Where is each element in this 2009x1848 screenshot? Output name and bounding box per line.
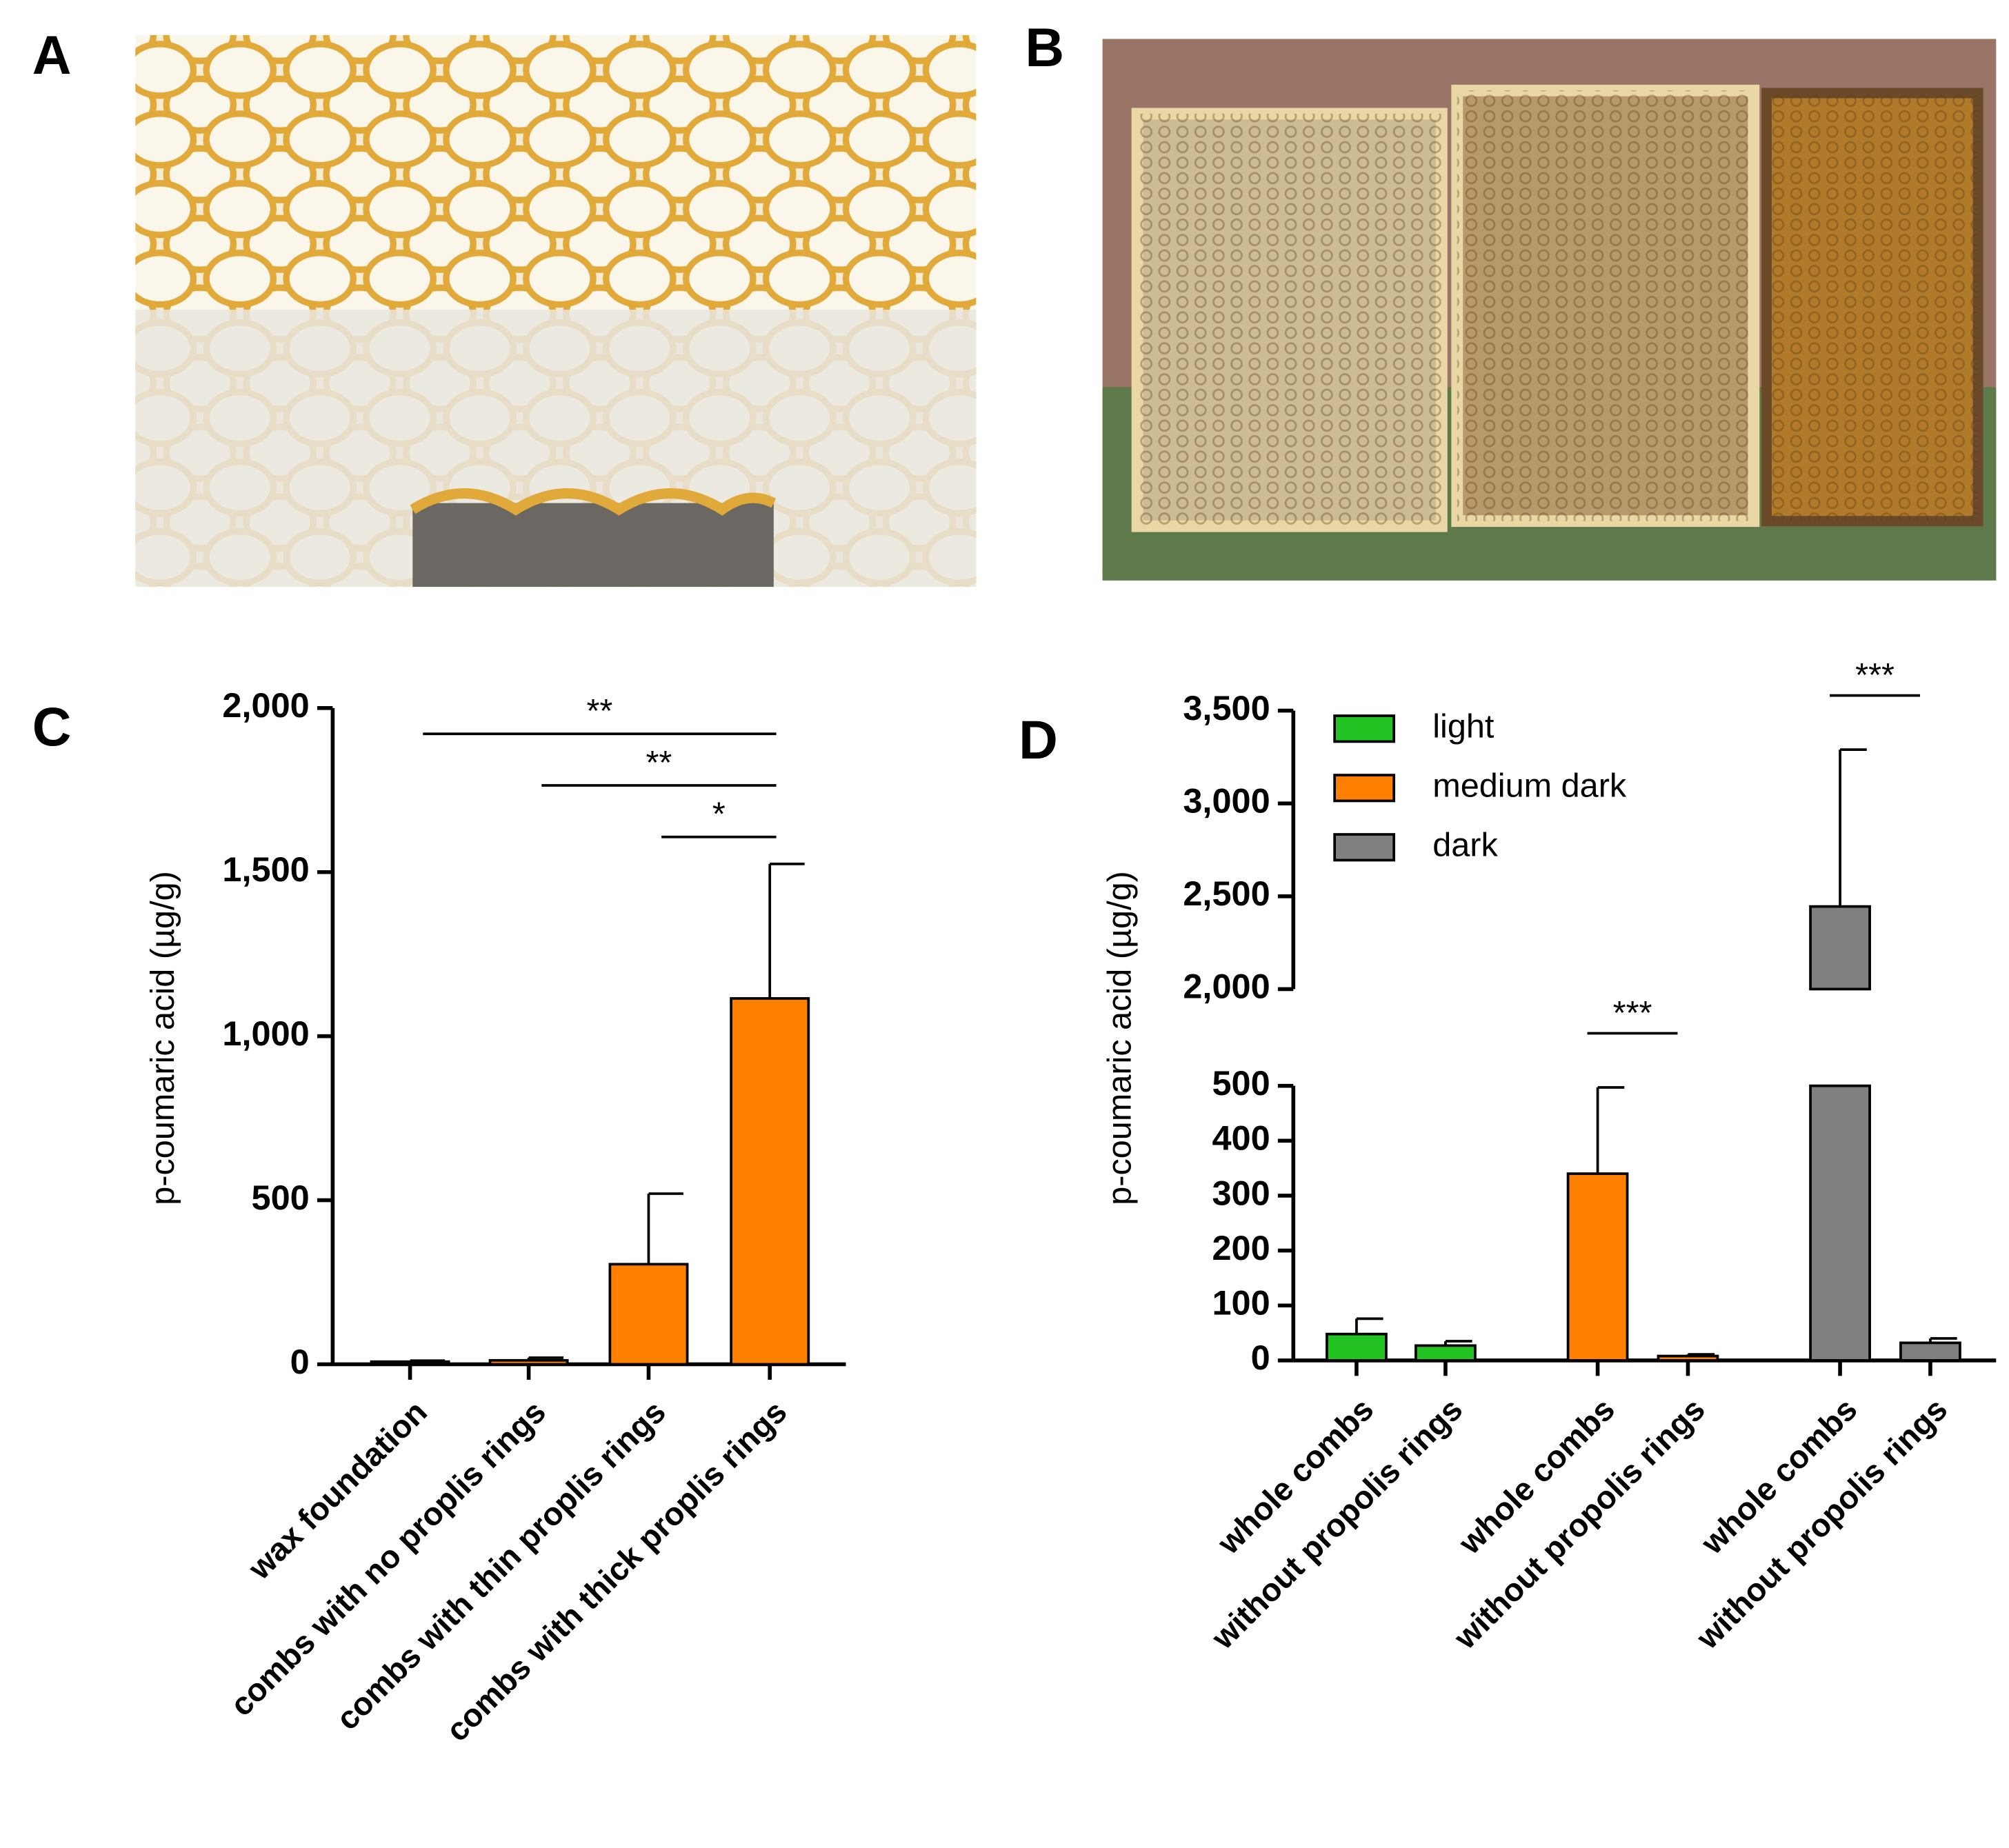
panel-label: A	[32, 25, 72, 86]
panel-label: C	[32, 696, 72, 757]
y-tick-label: 500	[252, 1178, 310, 1217]
panel-label: B	[1025, 17, 1064, 78]
y-tick-label: 500	[1212, 1063, 1270, 1103]
legend-swatch	[1333, 714, 1396, 743]
bar	[608, 1263, 689, 1366]
y-tick-label: 1,000	[222, 1014, 309, 1053]
frame-light-cells	[1137, 113, 1442, 527]
bar	[1415, 1344, 1477, 1362]
photo-a	[135, 34, 977, 587]
legend-swatch	[1333, 774, 1396, 803]
y-tick-label: 300	[1212, 1173, 1270, 1212]
y-tick-label: 100	[1212, 1283, 1270, 1323]
significance-label: **	[586, 692, 612, 730]
x-tick-label: whole combs	[1210, 1391, 1381, 1561]
legend-label: medium dark	[1432, 767, 1627, 805]
legend-label: dark	[1432, 827, 1498, 864]
y-tick-label: 0	[290, 1342, 310, 1381]
y-tick-label: 2,000	[1183, 967, 1270, 1006]
bar	[1809, 905, 1871, 991]
bar	[730, 997, 810, 1366]
legend-swatch	[1333, 833, 1396, 862]
significance-label: **	[646, 744, 672, 781]
bar	[1566, 1172, 1629, 1362]
photo-b	[1102, 39, 1997, 581]
shadow	[412, 503, 774, 587]
frame-medium-cells	[1457, 90, 1754, 521]
y-axis-label: p-coumaric acid (µg/g)	[1101, 871, 1138, 1205]
panel-label: D	[1019, 710, 1058, 770]
significance-label: ***	[1855, 656, 1895, 694]
bar	[1809, 1084, 1871, 1362]
x-tick-label: whole combs	[1694, 1391, 1864, 1561]
significance-label: *	[712, 796, 726, 833]
significance-label: ***	[1613, 994, 1652, 1032]
frame-dark-cells	[1766, 92, 1979, 521]
x-tick-label: whole combs	[1451, 1391, 1621, 1561]
bar	[1899, 1341, 1961, 1362]
y-axis-label: p-coumaric acid (µg/g)	[144, 871, 181, 1205]
y-tick-label: 400	[1212, 1118, 1270, 1158]
y-tick-label: 0	[1251, 1338, 1270, 1377]
y-tick-label: 2,500	[1183, 874, 1270, 913]
y-tick-label: 2,000	[222, 685, 309, 725]
y-tick-label: 1,500	[222, 850, 309, 889]
y-tick-label: 3,500	[1183, 688, 1270, 727]
y-tick-label: 200	[1212, 1228, 1270, 1267]
legend-label: light	[1432, 708, 1495, 745]
y-tick-label: 3,000	[1183, 781, 1270, 821]
bar	[1326, 1332, 1388, 1362]
bar	[488, 1358, 569, 1366]
bar	[1657, 1354, 1719, 1362]
bar	[370, 1360, 450, 1366]
wax-edge	[410, 488, 777, 516]
